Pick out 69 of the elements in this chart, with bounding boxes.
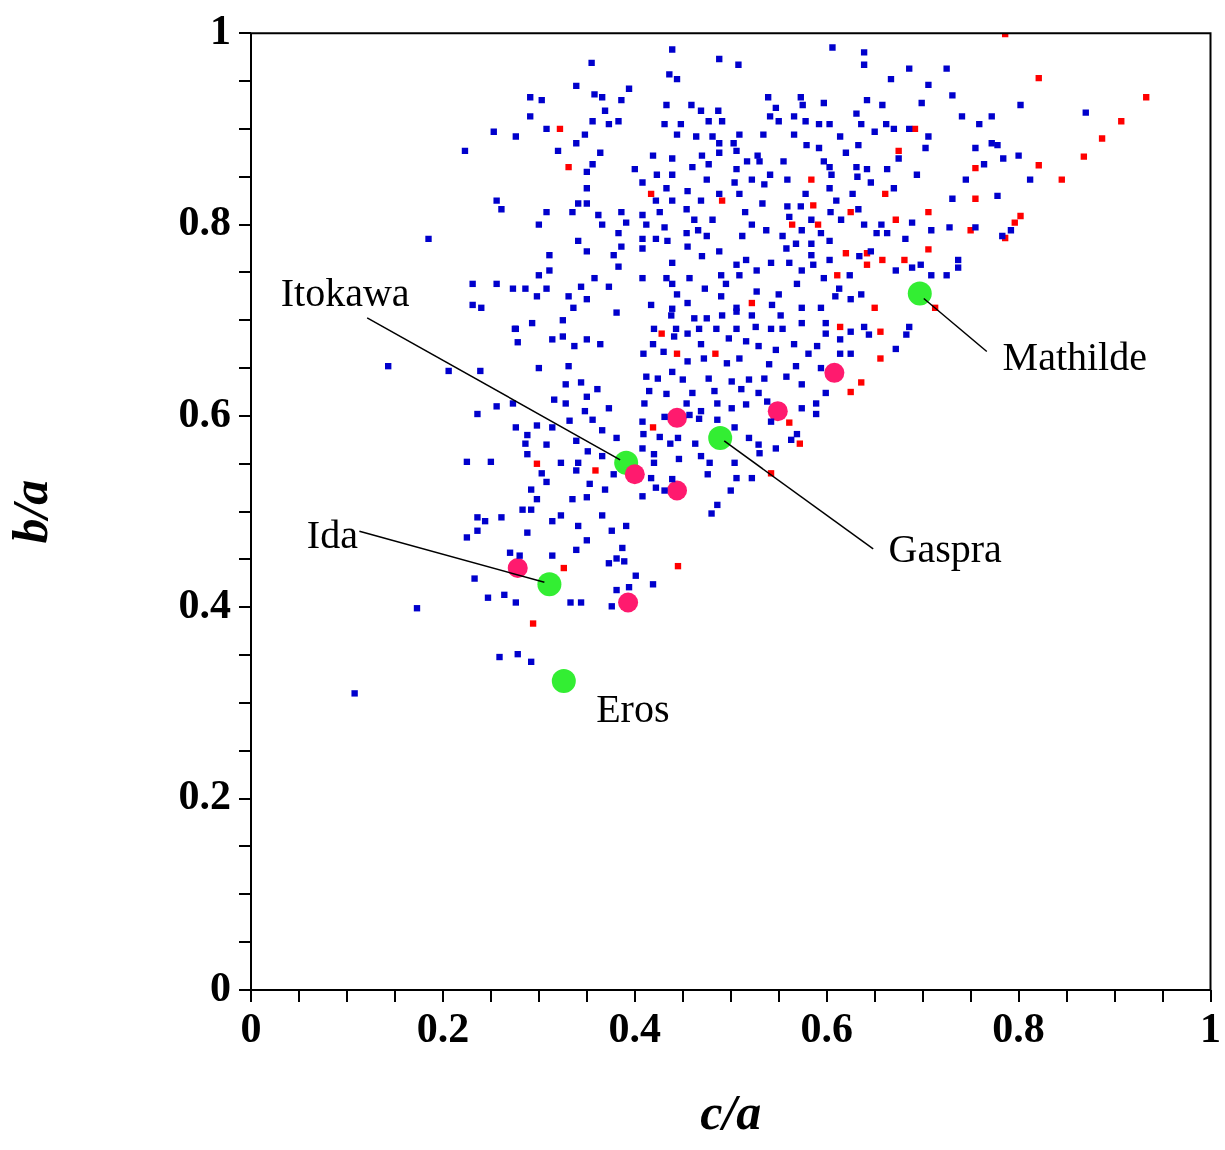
point (592, 467, 599, 474)
x-tick-label: 0.8 (992, 1005, 1045, 1052)
point (767, 401, 788, 422)
point (1011, 219, 1018, 226)
point (667, 480, 688, 501)
point (649, 424, 657, 431)
point (814, 221, 822, 228)
annotation: Gaspra (888, 526, 1003, 572)
point (1143, 94, 1150, 101)
point (708, 425, 733, 450)
point (925, 208, 932, 216)
annotation: Eros (596, 686, 670, 732)
y-axis-title: b/a (1, 479, 58, 544)
point (1035, 162, 1042, 169)
x-tick-label: 0.2 (416, 1005, 470, 1052)
point (907, 281, 932, 306)
point (624, 464, 645, 485)
point (1035, 74, 1042, 82)
point (565, 163, 572, 171)
point (674, 562, 682, 570)
y-tick-label: 0.6 (178, 389, 231, 436)
x-tick-label: 0.6 (800, 1005, 853, 1052)
x-tick-label: 0 (240, 1005, 262, 1052)
point (808, 176, 815, 183)
x-tick-label: 1 (1200, 1005, 1221, 1052)
point (895, 147, 902, 155)
point (796, 440, 804, 447)
point (1017, 212, 1024, 220)
point (925, 246, 932, 253)
point (879, 256, 886, 264)
annotation: Mathilde (1002, 333, 1147, 379)
point (847, 208, 854, 216)
point (1080, 153, 1088, 160)
point (507, 558, 528, 579)
y-tick-label: 0.4 (178, 581, 231, 628)
point (712, 350, 719, 357)
y-tick-label: 0.8 (178, 198, 231, 245)
y-tick-label: 0.2 (178, 772, 231, 819)
point (1118, 118, 1125, 125)
point (877, 355, 884, 362)
point (882, 190, 889, 198)
point (647, 190, 655, 198)
y-tick-label: 1 (210, 7, 231, 54)
point (529, 620, 537, 627)
point (877, 328, 884, 335)
point (618, 592, 639, 613)
point (901, 256, 908, 264)
point (1058, 176, 1065, 183)
point (551, 668, 576, 693)
y-tick-label: 0 (210, 963, 231, 1010)
point (871, 304, 878, 311)
point (972, 164, 979, 172)
point (788, 221, 796, 228)
point (1098, 135, 1106, 142)
x-axis-title: c/a (700, 1083, 762, 1140)
point (718, 197, 726, 204)
point (858, 379, 865, 386)
annotation: Ida (306, 511, 359, 557)
point (810, 202, 817, 209)
point (824, 362, 845, 383)
point (786, 419, 793, 426)
point (667, 407, 688, 428)
annotation: Itokawa (280, 270, 410, 316)
point (537, 572, 562, 597)
point (972, 195, 979, 202)
x-tick-label: 0.4 (608, 1005, 662, 1052)
point (847, 388, 854, 396)
point (834, 272, 841, 279)
point (658, 330, 665, 337)
